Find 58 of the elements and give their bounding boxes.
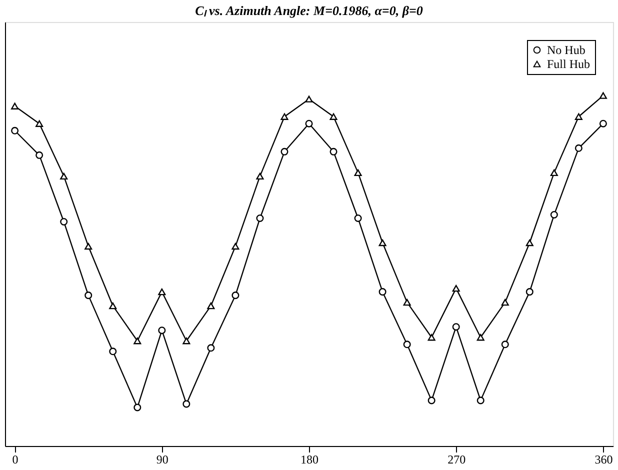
point (476, 396, 484, 404)
point (207, 344, 215, 352)
point (452, 284, 460, 292)
legend-label: No Hub (547, 43, 586, 57)
point (256, 214, 264, 222)
point (378, 239, 386, 246)
point (36, 120, 44, 127)
point (109, 302, 117, 310)
legend-label: Full Hub (547, 57, 590, 71)
point (599, 92, 607, 99)
x-tick-label: 180 (300, 452, 318, 466)
point (599, 120, 607, 128)
point (305, 96, 313, 102)
point (574, 144, 582, 152)
point (11, 126, 19, 134)
point (452, 323, 460, 331)
point (305, 120, 313, 128)
point (109, 348, 117, 356)
point (134, 404, 142, 412)
point (378, 288, 386, 296)
point (84, 292, 92, 300)
chart-title: Cₗ vs. Azimuth Angle: M=0.1986, α=0, β=0 (195, 3, 424, 18)
point (501, 340, 509, 348)
x-tick-label: 360 (594, 452, 613, 466)
point (280, 148, 288, 156)
x-tick-label: 270 (448, 452, 466, 466)
point (207, 302, 215, 310)
point (330, 113, 338, 120)
point (574, 113, 582, 120)
point (36, 151, 44, 159)
point (256, 172, 264, 180)
point (232, 242, 240, 250)
point (11, 102, 19, 110)
x-tick-label: 0 (12, 452, 18, 466)
point (158, 326, 166, 334)
point (403, 340, 411, 348)
point (403, 298, 411, 306)
point (550, 210, 558, 218)
point (476, 334, 484, 341)
point (550, 169, 558, 176)
point (501, 298, 509, 306)
point (526, 239, 534, 246)
point (182, 400, 190, 408)
point (84, 242, 92, 250)
point (182, 338, 190, 344)
point (354, 214, 362, 222)
point (428, 396, 436, 404)
point (232, 292, 240, 300)
point (60, 172, 68, 180)
point (134, 338, 142, 344)
point (158, 288, 166, 296)
point (280, 113, 288, 120)
point (330, 148, 338, 156)
x-tick-label: 90 (156, 452, 168, 466)
point (526, 288, 534, 296)
point (428, 334, 436, 341)
point (354, 169, 362, 176)
point (60, 218, 68, 226)
